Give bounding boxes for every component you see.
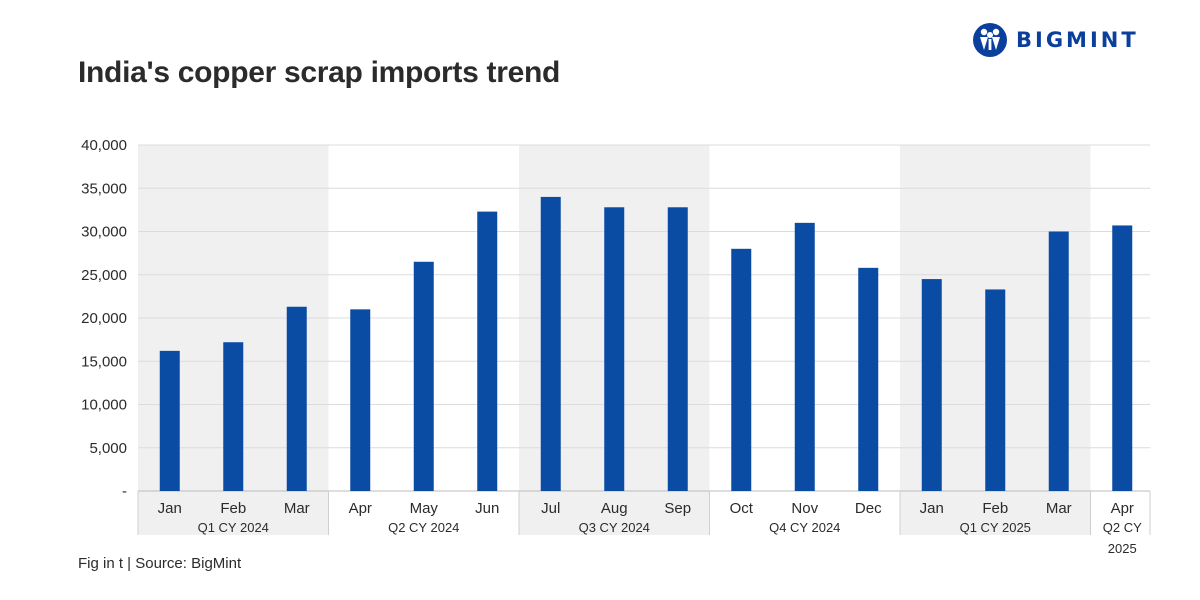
x-tick-label: Feb (220, 500, 246, 517)
x-tick-label: Apr (349, 500, 372, 517)
y-tick-label: 25,000 (81, 267, 127, 284)
bigmint-logo-text: BIGMINT (1016, 28, 1139, 52)
x-tick-label: Mar (1046, 500, 1072, 517)
x-tick-label: Jul (541, 500, 560, 517)
quarter-label: Q1 CY 2025 (960, 520, 1031, 535)
bar-feb-13 (985, 289, 1006, 491)
x-tick-label: Mar (284, 500, 310, 517)
bar-feb-1 (223, 342, 244, 491)
x-tick-label: Feb (982, 500, 1008, 517)
x-tick-label: Oct (730, 500, 754, 517)
y-tick-label: 30,000 (81, 224, 127, 241)
x-tick-label: Sep (664, 500, 691, 517)
x-tick-label: Jun (475, 500, 499, 517)
y-tick-label: 20,000 (81, 310, 127, 327)
x-tick-label: May (410, 500, 439, 517)
y-tick-label: 15,000 (81, 353, 127, 370)
y-tick-label: 5,000 (89, 440, 127, 457)
bar-jan-0 (159, 350, 180, 491)
y-tick-label: 40,000 (81, 137, 127, 154)
bars (159, 196, 1133, 492)
bar-mar-14 (1048, 231, 1069, 491)
bar-sep-8 (667, 207, 688, 491)
quarter-labels: Q1 CY 2024 Q2 CY 2024 Q3 CY 2024 Q4 CY 2024… (137, 491, 1151, 556)
bigmint-logo: BIGMINT (972, 22, 1139, 58)
bar-apr-3 (350, 309, 371, 491)
bar-mar-2 (286, 306, 307, 491)
source-footnote: Fig in t | Source: BigMint (78, 555, 242, 572)
bar-jun-5 (477, 211, 498, 492)
bar-jan-12 (921, 279, 942, 491)
quarter-label: Q3 CY 2024 (579, 520, 650, 535)
x-tick-label: Nov (791, 500, 818, 517)
bar-nov-10 (794, 222, 815, 491)
chart-title: India's copper scrap imports trend (78, 56, 561, 89)
quarter-label: Q4 CY 2024 (769, 520, 840, 535)
quarter-label: Q2 CY (1103, 520, 1142, 535)
x-axis-ticks: Jan Feb Mar Apr May Jun Jul Aug Sep Oct Nov Dec Jan F… (158, 500, 1134, 517)
y-tick-label: - (122, 483, 127, 500)
bar-aug-7 (604, 207, 625, 491)
bar-jul-6 (540, 196, 561, 491)
y-axis-ticks: - 5,000 10,000 15,000 20,000 25,000 30,000 35,0… (81, 137, 127, 500)
quarter-label: Q2 CY 2024 (388, 520, 459, 535)
bar-dec-11 (858, 267, 879, 491)
bar-may-4 (413, 261, 434, 491)
bigmint-logo-icon (973, 23, 1007, 57)
y-tick-label: 10,000 (81, 397, 127, 414)
x-tick-label: Dec (855, 500, 882, 517)
quarter-label: Q1 CY 2024 (198, 520, 269, 535)
x-tick-label: Jan (158, 500, 182, 517)
y-tick-label: 35,000 (81, 180, 127, 197)
quarter-label-cont: 2025 (1108, 541, 1137, 556)
x-tick-label: Jan (920, 500, 944, 517)
x-tick-label: Aug (601, 500, 628, 517)
bar-oct-9 (731, 248, 752, 491)
x-tick-label: Apr (1111, 500, 1134, 517)
bar-apr-15 (1112, 225, 1133, 491)
